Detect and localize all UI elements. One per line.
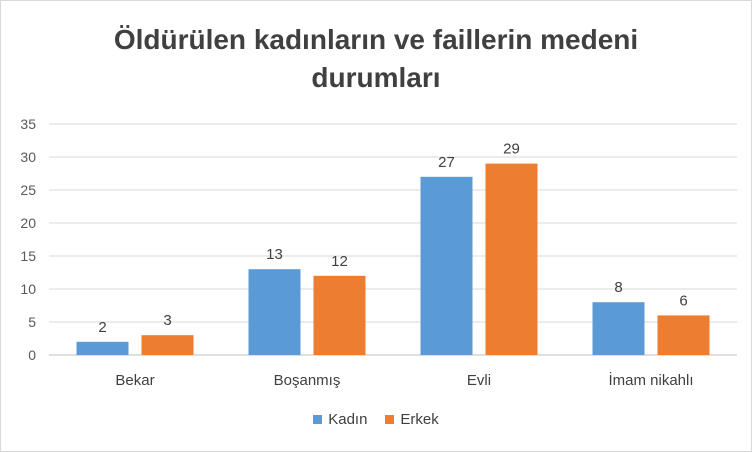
x-tick-label-1: Boşanmış bbox=[274, 372, 341, 389]
y-tick-label-35: 35 bbox=[20, 116, 36, 132]
data-label-erkek-0: 3 bbox=[163, 312, 171, 329]
legend-swatch-kadin bbox=[313, 415, 323, 424]
chart-title-line-2: durumları bbox=[311, 62, 441, 93]
y-tick-label-30: 30 bbox=[20, 149, 36, 165]
data-label-kadın-3: 8 bbox=[614, 279, 622, 296]
x-tick-label-3: İmam nikahlı bbox=[608, 371, 693, 389]
bar-kadın-0 bbox=[76, 341, 129, 355]
bar-erkek-1 bbox=[313, 275, 366, 355]
data-label-kadın-2: 27 bbox=[438, 154, 455, 171]
y-tick-label-0: 0 bbox=[28, 347, 36, 363]
data-label-kadın-0: 2 bbox=[98, 319, 106, 336]
bar-kadın-1 bbox=[248, 269, 301, 355]
y-tick-label-15: 15 bbox=[20, 248, 36, 264]
chart-title: Öldürülen kadınların ve faillerin medeni… bbox=[1, 21, 751, 97]
data-label-erkek-1: 12 bbox=[331, 253, 348, 270]
bar-erkek-2 bbox=[485, 163, 538, 355]
bar-kadın-3 bbox=[592, 302, 645, 355]
y-tick-label-20: 20 bbox=[20, 215, 36, 231]
y-tick-label-5: 5 bbox=[28, 314, 36, 330]
x-tick-label-0: Bekar bbox=[115, 372, 154, 389]
bar-erkek-0 bbox=[141, 335, 194, 355]
legend-swatch-erkek bbox=[385, 415, 395, 424]
bar-kadın-2 bbox=[420, 176, 473, 355]
data-label-erkek-3: 6 bbox=[679, 292, 687, 309]
x-tick-label-2: Evli bbox=[467, 372, 491, 389]
legend-item-kadin: Kadın bbox=[313, 411, 367, 428]
chart-title-line-1: Öldürülen kadınların ve faillerin medeni bbox=[113, 24, 639, 55]
y-tick-label-10: 10 bbox=[20, 281, 36, 297]
legend-item-erkek: Erkek bbox=[385, 411, 439, 428]
y-tick-label-25: 25 bbox=[20, 182, 36, 198]
bar-erkek-3 bbox=[657, 315, 710, 355]
data-label-erkek-2: 29 bbox=[503, 141, 520, 158]
data-label-kadın-1: 13 bbox=[266, 246, 283, 263]
legend-label-kadin: Kadın bbox=[328, 411, 368, 428]
legend-label-erkek: Erkek bbox=[400, 411, 439, 428]
legend: Kadın Erkek bbox=[1, 411, 751, 428]
